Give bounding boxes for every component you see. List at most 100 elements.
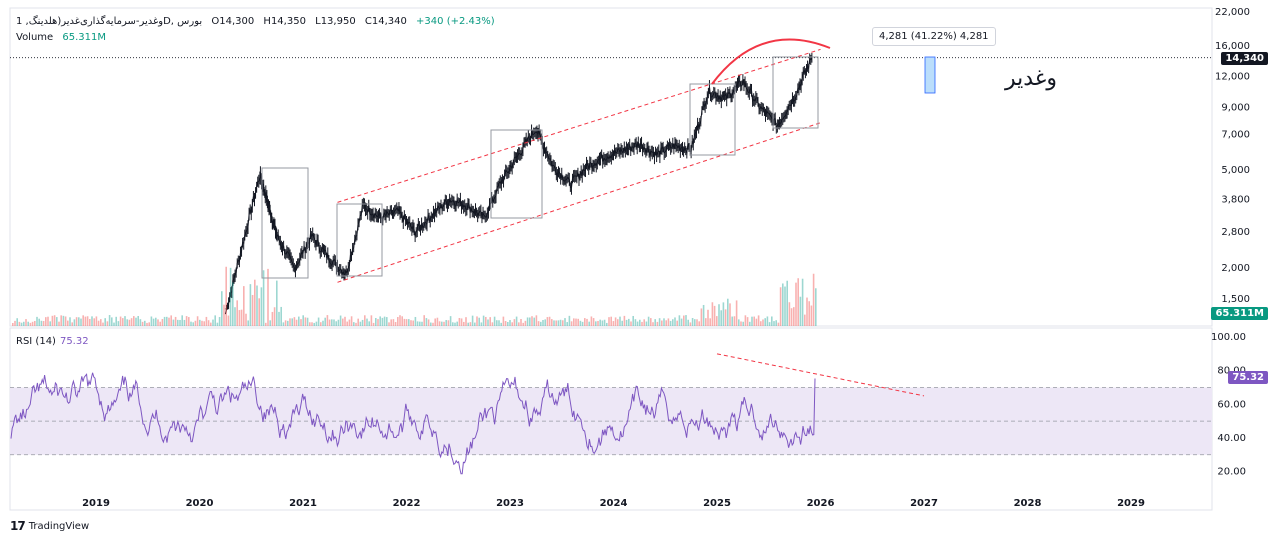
- volume-bar: [762, 319, 764, 326]
- volume-bar: [658, 318, 661, 326]
- volume-bar: [179, 319, 181, 326]
- volume-bar: [784, 286, 786, 326]
- volume-bar: [740, 321, 742, 326]
- volume-bar: [221, 291, 223, 326]
- volume-bar: [331, 319, 333, 326]
- volume-bar: [100, 319, 102, 326]
- volume-bar: [632, 315, 634, 326]
- volume-bar: [337, 319, 340, 326]
- volume-bar: [97, 320, 100, 326]
- volume-bar: [317, 317, 320, 326]
- volume-legend: Volume 65.311M: [16, 32, 112, 43]
- volume-bar: [735, 300, 738, 326]
- volume-bar: [84, 316, 87, 326]
- volume-bar: [106, 321, 109, 326]
- volume-bar: [194, 320, 197, 326]
- volume-bar: [661, 320, 663, 326]
- volume-bar: [67, 320, 69, 326]
- volume-bar: [744, 315, 747, 326]
- volume-bar: [590, 316, 593, 326]
- volume-bar: [196, 316, 199, 326]
- volume-bar: [507, 321, 509, 326]
- symbol-name[interactable]: وغدیر-سرمایه‌گذاری‌غدیر(هلدینگ, 1D, بورس: [16, 16, 203, 27]
- open-value: O14,300: [211, 16, 255, 27]
- price-line: [224, 57, 813, 315]
- volume-bar: [487, 319, 489, 326]
- annotation-text[interactable]: وغدیر: [1005, 66, 1057, 91]
- volume-bar: [779, 287, 782, 326]
- volume-bar: [265, 322, 267, 326]
- rsi-tag: 75.32: [1228, 371, 1268, 384]
- volume-bar: [93, 318, 95, 326]
- volume-bar: [379, 316, 381, 326]
- volume-bar: [672, 319, 674, 326]
- volume-bar: [755, 318, 758, 326]
- measure-tool-label[interactable]: 4,281 (41.22%) 4,281: [872, 27, 996, 46]
- volume-bar: [56, 317, 58, 326]
- volume-bar: [427, 319, 430, 326]
- volume-bar: [460, 318, 463, 326]
- volume-bar: [357, 318, 359, 326]
- volume-bar: [544, 319, 546, 326]
- volume-bar: [62, 315, 65, 326]
- volume-bar: [498, 320, 500, 326]
- volume-bar: [89, 318, 91, 326]
- volume-bar: [377, 319, 379, 326]
- volume-bar: [375, 317, 377, 326]
- volume-bar: [548, 316, 551, 326]
- channel-line-upper: [337, 48, 821, 203]
- volume-bar: [381, 317, 384, 326]
- volume-label[interactable]: Volume: [16, 32, 54, 43]
- volume-bar: [271, 311, 274, 326]
- volume-bar: [601, 320, 604, 326]
- time-tick-label: 2025: [703, 498, 731, 509]
- volume-bar: [111, 317, 113, 326]
- volume-bar: [509, 320, 511, 326]
- volume-bar: [20, 322, 23, 326]
- volume-bar: [152, 318, 155, 326]
- tradingview-logo[interactable]: 17 TradingView: [10, 519, 89, 533]
- volume-bar: [71, 322, 73, 326]
- volume-bar: [339, 315, 342, 326]
- volume-bar: [707, 309, 709, 326]
- volume-bar: [302, 315, 304, 326]
- volume-bar: [27, 321, 29, 326]
- volume-bar: [511, 322, 513, 326]
- volume-bar: [141, 321, 144, 326]
- volume-bar: [150, 316, 153, 326]
- volume-bar: [522, 322, 524, 326]
- volume-bar: [586, 318, 588, 326]
- volume-bar: [469, 322, 472, 326]
- volume-bar: [51, 315, 54, 326]
- volume-bar: [207, 320, 210, 326]
- volume-bar: [482, 315, 485, 326]
- volume-bar: [667, 318, 670, 326]
- volume-bar: [485, 316, 487, 326]
- volume-bar: [245, 313, 247, 326]
- volume-bar: [199, 319, 201, 326]
- volume-bar: [711, 302, 714, 326]
- volume-bar: [372, 322, 375, 326]
- volume-bar: [438, 321, 441, 326]
- volume-bar: [639, 319, 641, 326]
- rsi-legend[interactable]: RSI (14) 75.32: [16, 336, 89, 347]
- volume-bar: [665, 320, 667, 326]
- volume-bar: [73, 319, 76, 326]
- volume-bar: [124, 316, 126, 326]
- volume-bar: [309, 322, 311, 326]
- volume-bar: [91, 316, 93, 326]
- volume-bar: [555, 320, 557, 326]
- volume-bar: [218, 316, 221, 326]
- volume-bar: [40, 320, 43, 326]
- volume-bar: [458, 317, 461, 326]
- volume-bar: [795, 282, 797, 326]
- volume-bar: [584, 318, 586, 326]
- volume-bar: [130, 318, 133, 326]
- volume-bar: [738, 319, 740, 326]
- volume-bar: [287, 320, 289, 326]
- volume-bar: [135, 317, 137, 326]
- volume-bar: [350, 316, 353, 326]
- volume-bar: [766, 316, 769, 326]
- volume-bar: [355, 322, 357, 326]
